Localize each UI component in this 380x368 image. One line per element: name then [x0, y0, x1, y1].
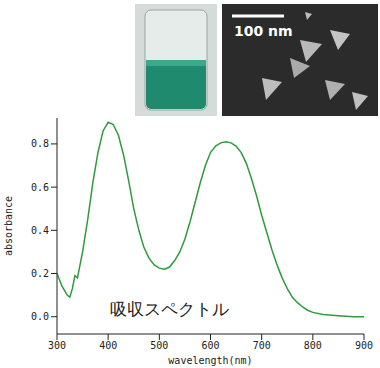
svg-text:400: 400 [99, 340, 117, 351]
svg-text:900: 900 [355, 340, 373, 351]
svg-text:0.2: 0.2 [31, 268, 49, 279]
html-text:吸収スペクトル: 吸収スペクトル [110, 299, 229, 319]
svg-text:100 nm: 100 nm [234, 23, 293, 39]
svg-text:800: 800 [304, 340, 322, 351]
svg-text:0.0: 0.0 [31, 311, 49, 322]
svg-text:absorbance: absorbance [3, 196, 14, 256]
svg-text:0.8: 0.8 [31, 138, 49, 149]
svg-text:500: 500 [150, 340, 168, 351]
svg-text:wavelength(nm): wavelength(nm) [168, 355, 252, 366]
svg-text:0.4: 0.4 [31, 225, 49, 236]
svg-text:300: 300 [48, 340, 66, 351]
svg-text:700: 700 [253, 340, 271, 351]
svg-text:600: 600 [201, 340, 219, 351]
svg-text:0.6: 0.6 [31, 182, 49, 193]
